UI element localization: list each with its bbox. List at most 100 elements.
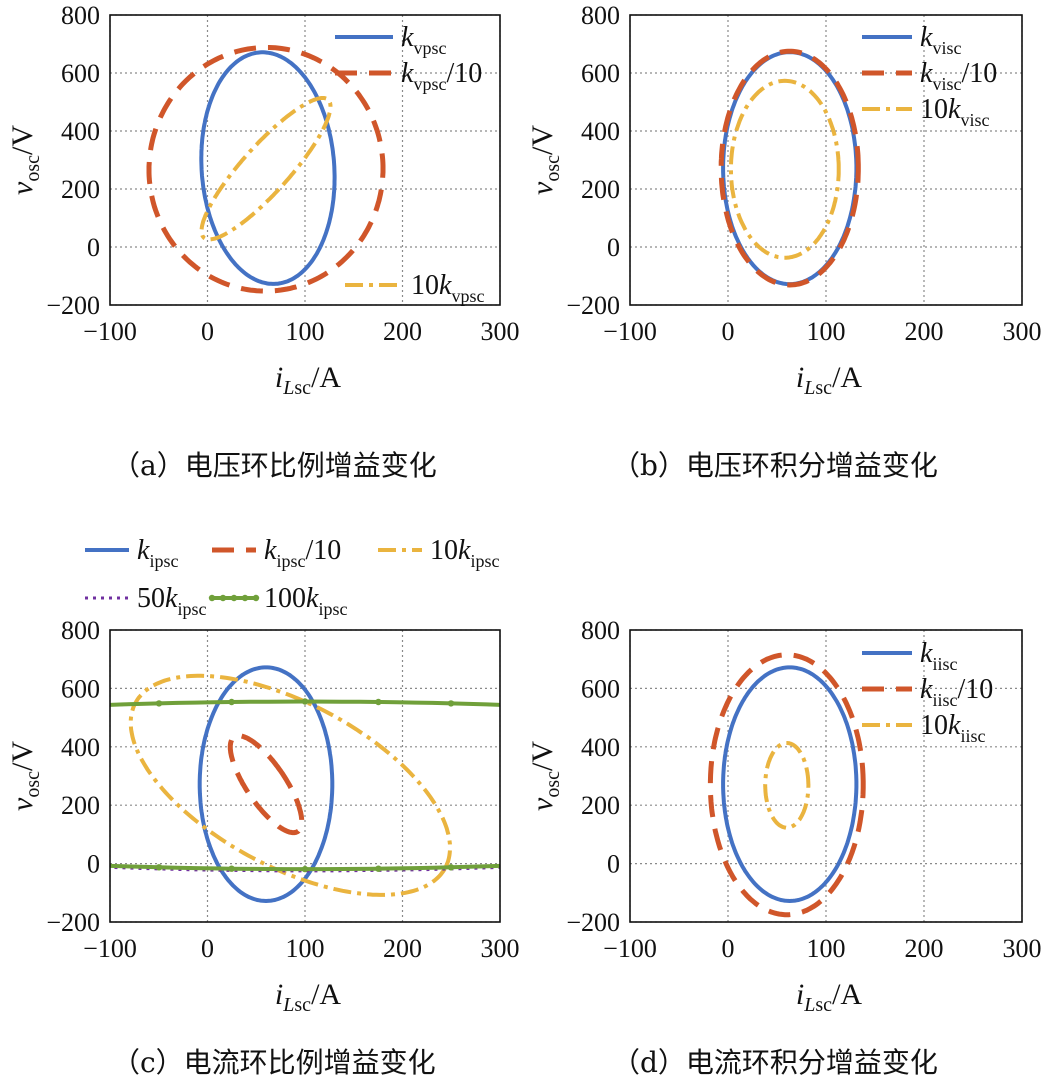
y-axis-label: vosc/V bbox=[6, 741, 44, 811]
x-tick-label: 200 bbox=[383, 317, 422, 346]
series-line-kvpsc/10 bbox=[146, 45, 386, 294]
series-marker bbox=[1000, 773, 1006, 779]
series-marker bbox=[943, 748, 949, 754]
y-tick-label: 200 bbox=[581, 791, 620, 820]
legend-marker bbox=[219, 594, 227, 602]
series-marker bbox=[155, 700, 163, 707]
x-axis-label: iLsc/A bbox=[275, 978, 341, 1016]
y-tick-label: 200 bbox=[61, 791, 100, 820]
series-marker bbox=[375, 865, 382, 872]
y-tick-label: 0 bbox=[607, 850, 620, 879]
x-tick-label: −100 bbox=[83, 934, 137, 963]
legend-marker bbox=[230, 594, 238, 602]
y-tick-label: 400 bbox=[61, 733, 100, 762]
series-marker bbox=[653, 855, 659, 861]
legend-label-100kipsc: 100kipsc bbox=[264, 583, 347, 619]
y-tick-label: 0 bbox=[607, 233, 620, 262]
series-group bbox=[146, 45, 386, 294]
series-group bbox=[718, 48, 861, 288]
y-tick-label: 800 bbox=[581, 616, 620, 645]
series-marker bbox=[870, 831, 876, 837]
y-axis-label: vosc/V bbox=[526, 741, 564, 811]
series-line-50kipsc bbox=[110, 699, 500, 873]
series-marker bbox=[653, 710, 659, 716]
series-marker bbox=[16, 706, 22, 712]
y-tick-label: 800 bbox=[581, 1, 620, 30]
series-marker bbox=[824, 726, 830, 732]
x-tick-label: 0 bbox=[201, 317, 214, 346]
x-tick-label: −100 bbox=[603, 317, 657, 346]
series-marker bbox=[228, 698, 235, 706]
y-tick-label: −200 bbox=[46, 291, 100, 320]
series-marker bbox=[989, 765, 995, 771]
series-group bbox=[16, 665, 1006, 904]
x-tick-label: 100 bbox=[286, 317, 325, 346]
series-marker bbox=[155, 864, 163, 871]
panel-caption: （a）电压环比例增益变化 bbox=[112, 449, 437, 482]
series-group bbox=[707, 652, 866, 918]
series-line-kipsc/10 bbox=[227, 733, 305, 836]
x-tick-label: 300 bbox=[1003, 317, 1042, 346]
panel-caption: （b）电压环积分增益变化 bbox=[612, 449, 938, 482]
series-marker bbox=[824, 838, 830, 844]
x-tick-label: 200 bbox=[905, 934, 944, 963]
y-tick-label: 600 bbox=[581, 59, 620, 88]
legend-label-10kipsc: 10kipsc bbox=[430, 535, 499, 571]
x-tick-label: −100 bbox=[603, 934, 657, 963]
series-line-kiisc bbox=[721, 665, 859, 904]
x-tick-label: 0 bbox=[722, 934, 735, 963]
panel-d: −100 0 100 200 300 −200 0 200 400 600 800 iLsc/A vos… bbox=[526, 616, 1042, 1079]
panel-caption: （c）电流环比例增益变化 bbox=[112, 1046, 436, 1079]
series-marker bbox=[969, 808, 975, 814]
y-tick-label: −200 bbox=[46, 908, 100, 937]
legend-label-10kvpsc: 10kvpsc bbox=[411, 270, 484, 306]
series-marker bbox=[714, 850, 720, 856]
series-marker bbox=[519, 862, 525, 868]
series-marker bbox=[910, 740, 916, 746]
legend-marker bbox=[208, 594, 216, 602]
x-tick-label: 100 bbox=[807, 934, 846, 963]
series-marker bbox=[447, 700, 455, 707]
panel-c: −100 0 100 200 300 −200 0 200 400 600 800 iLsc/A vos… bbox=[6, 535, 1006, 1079]
y-tick-label: 600 bbox=[581, 674, 620, 703]
x-tick-label: 300 bbox=[481, 934, 520, 963]
series-marker bbox=[870, 733, 876, 739]
series-marker bbox=[772, 844, 778, 850]
legend-label-kipsc/10: kipsc/10 bbox=[264, 535, 341, 571]
y-tick-label: 200 bbox=[61, 175, 100, 204]
axes-frame bbox=[629, 629, 1023, 923]
legend-marker bbox=[252, 594, 260, 602]
y-tick-label: 400 bbox=[581, 117, 620, 146]
legend-label-10kiisc: 10kiisc bbox=[920, 710, 985, 746]
legend-label-10kvisc: 10kvisc bbox=[920, 94, 989, 130]
y-tick-label: 800 bbox=[61, 616, 100, 645]
axes-frame bbox=[109, 14, 501, 306]
series-marker bbox=[587, 859, 593, 865]
series-marker bbox=[16, 859, 22, 865]
x-tick-label: −100 bbox=[83, 317, 137, 346]
series-marker bbox=[772, 720, 778, 726]
y-tick-label: 200 bbox=[581, 175, 620, 204]
x-tick-label: 200 bbox=[383, 934, 422, 963]
legend-label-kiisc/10: kiisc/10 bbox=[920, 674, 993, 710]
x-tick-label: 100 bbox=[807, 317, 846, 346]
legend-marker bbox=[241, 594, 249, 602]
y-tick-label: −200 bbox=[566, 908, 620, 937]
axes-frame bbox=[109, 629, 501, 923]
series-marker bbox=[447, 864, 455, 871]
series-marker bbox=[301, 698, 309, 705]
legend-label-kvpsc/10: kvpsc/10 bbox=[401, 58, 482, 94]
series-line-kipsc bbox=[197, 665, 335, 904]
series-marker bbox=[228, 865, 235, 872]
legend-label-50kipsc: 50kipsc bbox=[137, 583, 206, 619]
y-tick-label: 0 bbox=[87, 850, 100, 879]
y-tick-label: 0 bbox=[87, 233, 100, 262]
y-axis-label: vosc/V bbox=[526, 125, 564, 195]
x-tick-label: 300 bbox=[481, 317, 520, 346]
y-tick-label: 800 bbox=[61, 1, 100, 30]
panel-caption: （d）电流环积分增益变化 bbox=[612, 1046, 938, 1079]
x-tick-label: 300 bbox=[1003, 934, 1042, 963]
y-tick-label: 600 bbox=[61, 674, 100, 703]
